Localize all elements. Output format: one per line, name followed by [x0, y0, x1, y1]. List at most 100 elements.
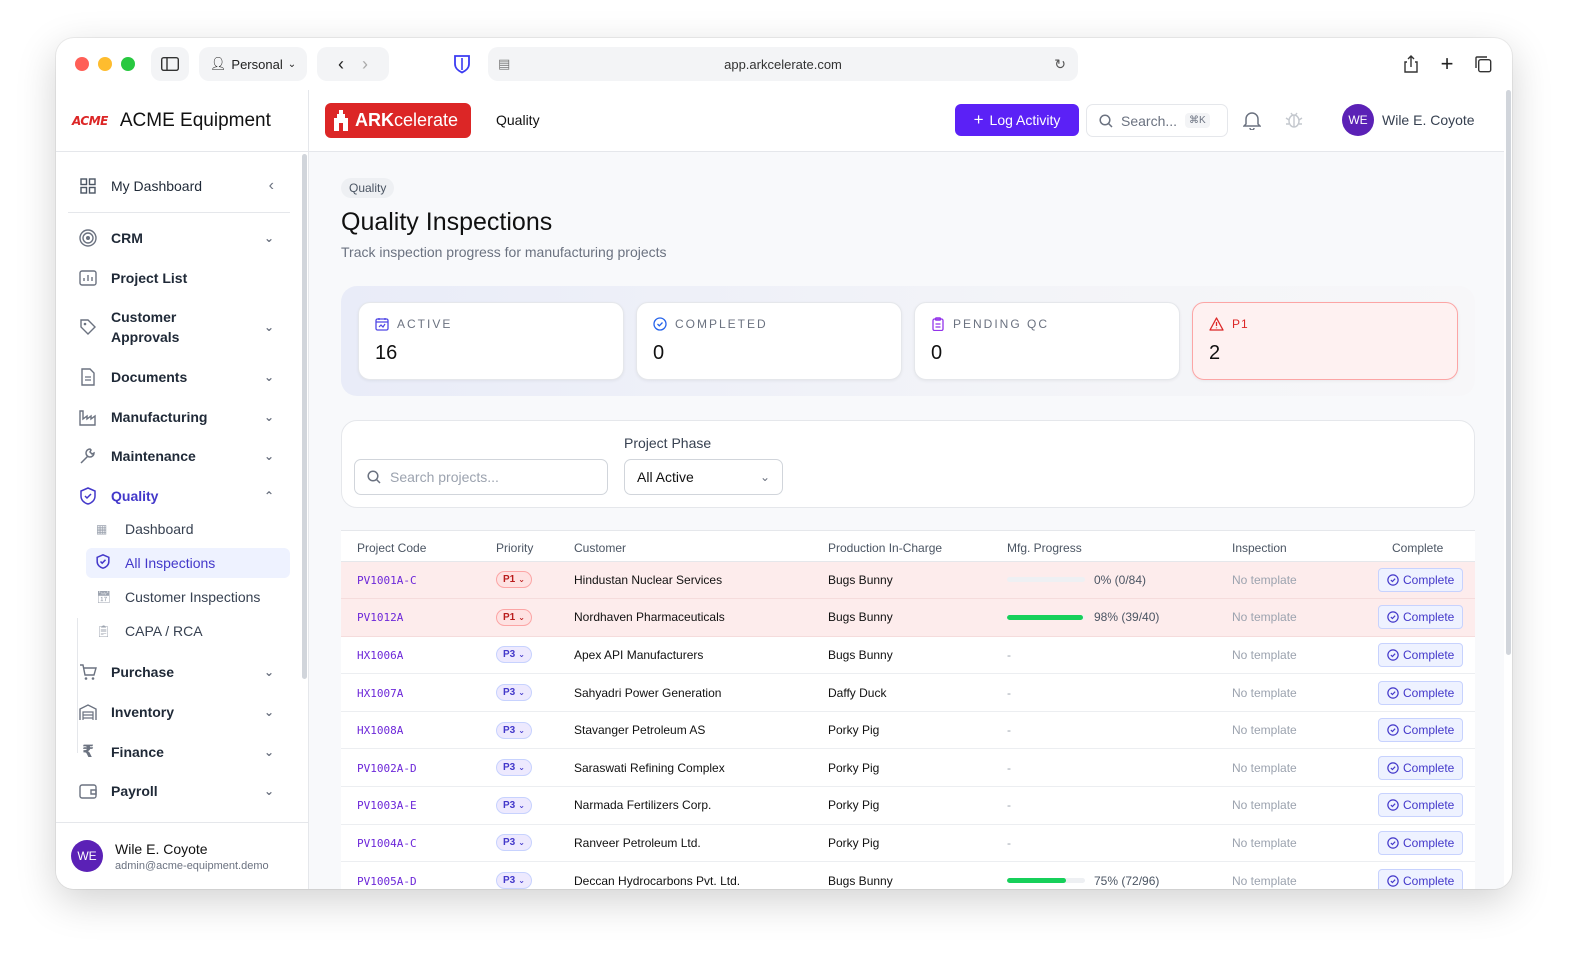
complete-button[interactable]: Complete [1378, 718, 1464, 743]
complete-button[interactable]: Complete [1378, 642, 1464, 667]
sidebar-subitem-customer-inspections[interactable]: 📅︎ Customer Inspections [86, 582, 290, 612]
back-icon[interactable]: ‹ [338, 53, 344, 74]
priority-badge[interactable]: P3 ⌄ [496, 684, 532, 702]
priority-badge[interactable]: P3 ⌄ [496, 872, 532, 889]
sidebar-item-manufacturing[interactable]: Manufacturing ⌄ [78, 407, 274, 427]
column-header[interactable]: Customer [558, 531, 812, 562]
priority-badge[interactable]: P1 ⌄ [496, 608, 532, 626]
table-row[interactable]: PV1003A-E P3 ⌄ Narmada Fertilizers Corp. Por… [341, 786, 1475, 825]
table-row[interactable]: PV1005A-D P3 ⌄ Deccan Hydrocarbons Pvt. Ltd… [341, 861, 1475, 889]
project-search-input[interactable]: Search projects... [354, 459, 608, 495]
sidebar-user[interactable]: WE Wile E. Coyote admin@acme-equipment.d… [56, 822, 309, 889]
profile-button[interactable]: 👤︎ Personal ⌄ [199, 47, 307, 81]
stat-label: COMPLETED [675, 317, 768, 331]
priority-badge[interactable]: P3 ⌄ [496, 646, 532, 664]
chevron-down-icon: ⌄ [518, 838, 525, 848]
project-code-link[interactable]: HX1008A [357, 724, 404, 738]
zoom-window-button[interactable] [121, 57, 135, 71]
tab-overview-button[interactable] [1466, 47, 1500, 81]
sidebar-item-quality[interactable]: Quality ⌃ [78, 486, 274, 506]
column-header[interactable]: Project Code [341, 531, 480, 562]
bitwarden-extension-button[interactable] [444, 47, 480, 81]
complete-button[interactable]: Complete [1378, 605, 1464, 630]
stat-card-pending-qc[interactable]: PENDING QC 0 [914, 302, 1180, 380]
sidebar-item-purchase[interactable]: Purchase ⌄ [78, 662, 274, 682]
table-row[interactable]: PV1002A-D P3 ⌄ Saraswati Refining Complex Po… [341, 748, 1475, 788]
table-row[interactable]: PV1004A-C P3 ⌄ Ranveer Petroleum Ltd. Porky … [341, 824, 1475, 863]
progress-text: 75% (72/96) [1094, 873, 1160, 888]
sidebar-item-finance[interactable]: ₹ Finance ⌄ [78, 742, 274, 762]
sidebar-subitem-capa-rca[interactable]: 📋︎ CAPA / RCA [86, 616, 290, 646]
share-button[interactable] [1394, 47, 1428, 81]
complete-button[interactable]: Complete [1378, 680, 1464, 705]
app-header: ARK celerate Quality + Log Activity Searc… [309, 90, 1504, 152]
complete-button[interactable]: Complete [1378, 755, 1464, 780]
column-header[interactable]: Production In-Charge [812, 531, 991, 562]
complete-button[interactable]: Complete [1378, 830, 1464, 855]
complete-label: Complete [1403, 760, 1455, 775]
table-row[interactable]: PV1012A P1 ⌄ Nordhaven Pharmaceuticals Bugs … [341, 598, 1475, 637]
priority-badge[interactable]: P3 ⌄ [496, 721, 532, 739]
priority-badge[interactable]: P3 ⌄ [496, 796, 532, 814]
minimize-window-button[interactable] [98, 57, 112, 71]
stat-card-completed[interactable]: COMPLETED 0 [636, 302, 902, 380]
sidebar-item-payroll[interactable]: Payroll ⌄ [78, 781, 274, 801]
project-code-link[interactable]: PV1012A [357, 611, 404, 625]
priority-badge[interactable]: P3 ⌄ [496, 834, 532, 852]
new-tab-button[interactable]: + [1430, 47, 1464, 81]
column-header[interactable]: Inspection [1216, 531, 1360, 562]
breadcrumb[interactable]: Quality [341, 178, 395, 198]
project-phase-select[interactable]: All Active ⌄ [624, 459, 783, 495]
column-header[interactable]: Mfg. Progress [991, 531, 1216, 562]
stat-card-p1[interactable]: P1 2 [1192, 302, 1458, 380]
project-phase-label: Project Phase [624, 435, 712, 451]
complete-button[interactable]: Complete [1378, 793, 1464, 818]
sidebar-item-my-dashboard[interactable]: My Dashboard ‹ [78, 176, 274, 196]
complete-button[interactable]: Complete [1378, 567, 1464, 592]
project-code-link[interactable]: HX1007A [357, 686, 404, 700]
project-code-link[interactable]: HX1006A [357, 648, 404, 662]
log-activity-button[interactable]: + Log Activity [955, 104, 1079, 136]
table-row[interactable]: PV1001A-C P1 ⌄ Hindustan Nuclear Services Bu… [341, 561, 1475, 600]
stat-card-active[interactable]: ACTIVE 16 [358, 302, 624, 380]
table-row[interactable]: HX1006A P3 ⌄ Apex API Manufacturers Bugs Bun… [341, 636, 1475, 675]
sidebar-item-inventory[interactable]: Inventory ⌄ [78, 702, 274, 722]
project-code-link[interactable]: PV1001A-C [357, 573, 417, 587]
header-user-menu[interactable]: WE Wile E. Coyote [1342, 104, 1475, 136]
main-scrollbar[interactable] [1506, 90, 1511, 655]
page-settings-icon[interactable]: ▤ [498, 56, 511, 71]
address-bar[interactable]: ▤ app.arkcelerate.com ↻ [488, 47, 1078, 81]
notifications-button[interactable] [1242, 110, 1262, 135]
project-code-link[interactable]: PV1004A-C [357, 836, 417, 850]
collapse-sidebar-icon[interactable]: ‹ [268, 177, 274, 194]
global-search[interactable]: Search... ⌘K [1086, 104, 1228, 137]
debug-button[interactable] [1285, 110, 1303, 135]
sidebar-scrollbar[interactable] [302, 154, 307, 679]
complete-button[interactable]: Complete [1378, 868, 1464, 889]
sidebar-item-crm[interactable]: CRM ⌄ [78, 228, 274, 248]
column-header[interactable]: Complete [1360, 531, 1475, 562]
priority-badge[interactable]: P1 ⌄ [496, 571, 532, 589]
sidebar-subitem-dashboard[interactable]: ▦ Dashboard [86, 514, 290, 544]
column-header[interactable]: Priority [480, 531, 558, 562]
table-row[interactable]: HX1008A P3 ⌄ Stavanger Petroleum AS Porky Pi… [341, 711, 1475, 750]
sidebar-item-project-list[interactable]: Project List [78, 268, 274, 288]
arkcelerate-logo[interactable]: ARK celerate [325, 103, 471, 138]
table-row[interactable]: HX1007A P3 ⌄ Sahyadri Power Generation Daffy… [341, 673, 1475, 712]
plus-icon: + [1440, 51, 1454, 76]
check-circle-icon [1387, 649, 1399, 661]
sidebar-subitem-all-inspections[interactable]: All Inspections [86, 548, 290, 578]
priority-badge[interactable]: P3 ⌄ [496, 759, 532, 777]
sidebar-item-label: Manufacturing [111, 409, 208, 425]
sidebar-item-maintenance[interactable]: Maintenance ⌄ [78, 446, 274, 466]
forward-icon[interactable]: › [362, 53, 368, 74]
grid-icon [78, 176, 98, 196]
project-code-link[interactable]: PV1002A-D [357, 761, 417, 775]
reload-icon[interactable]: ↻ [1054, 55, 1066, 72]
sidebar-item-customer-approvals[interactable]: Customer Approvals ⌄ [78, 307, 274, 347]
sidebar-toggle-button[interactable] [151, 47, 189, 81]
project-code-link[interactable]: PV1003A-E [357, 799, 417, 813]
project-code-link[interactable]: PV1005A-D [357, 874, 417, 888]
close-window-button[interactable] [75, 57, 89, 71]
sidebar-item-documents[interactable]: Documents ⌄ [78, 367, 274, 387]
